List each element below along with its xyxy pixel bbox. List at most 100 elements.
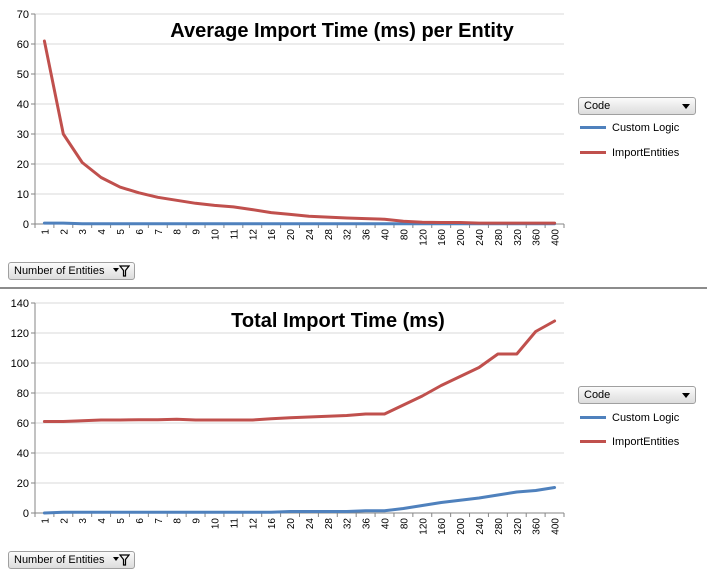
x-tick-label: 280 [494, 518, 505, 535]
legend-item-custom-logic: Custom Logic [580, 121, 679, 135]
legend-label: Custom Logic [612, 122, 680, 134]
y-tick-label: 40 [17, 448, 29, 460]
x-tick-label: 40 [381, 518, 392, 530]
legend-item-import-entities: ImportEntities [580, 435, 679, 449]
y-tick-label: 20 [17, 159, 29, 171]
filter-number-of-entities-button[interactable]: Number of Entities [8, 262, 135, 280]
y-tick-label: 60 [17, 418, 29, 430]
x-tick-label: 120 [418, 229, 429, 246]
filter-label: Number of Entities [14, 265, 105, 277]
x-tick-label: 32 [343, 229, 354, 241]
x-tick-label: 240 [475, 518, 486, 535]
x-tick-label: 36 [362, 518, 373, 530]
legend-item-custom-logic: Custom Logic [580, 411, 679, 425]
x-tick-label: 6 [135, 518, 146, 524]
x-tick-label: 8 [173, 518, 184, 524]
x-tick-label: 4 [97, 229, 108, 235]
x-tick-label: 80 [399, 518, 410, 530]
legend-label: ImportEntities [612, 436, 680, 448]
chevron-down-icon [682, 393, 690, 398]
x-tick-label: 280 [494, 229, 505, 246]
legend-swatch-import-entities [580, 439, 606, 443]
legend-label: Custom Logic [612, 412, 680, 424]
chart-title: Average Import Time (ms) per Entity [170, 20, 514, 42]
x-tick-label: 9 [192, 518, 203, 524]
x-tick-label: 240 [475, 229, 486, 246]
x-tick-label: 3 [78, 518, 89, 524]
x-tick-label: 28 [324, 518, 335, 530]
x-tick-label: 12 [248, 229, 259, 241]
y-tick-label: 0 [23, 219, 29, 231]
x-tick-label: 28 [324, 229, 335, 241]
filter-funnel-icon [113, 265, 130, 277]
x-tick-label: 20 [286, 518, 297, 530]
filter-number-of-entities-button[interactable]: Number of Entities [8, 551, 135, 569]
x-tick-label: 1 [40, 229, 51, 235]
legend-swatch-import-entities [580, 150, 606, 154]
x-tick-label: 400 [551, 518, 562, 535]
x-tick-label: 5 [116, 229, 127, 235]
x-tick-label: 2 [59, 518, 70, 524]
y-tick-label: 0 [23, 508, 29, 520]
x-tick-label: 320 [513, 229, 524, 246]
x-tick-label: 120 [418, 518, 429, 535]
x-tick-label: 200 [456, 229, 467, 246]
x-tick-label: 6 [135, 229, 146, 235]
x-tick-label: 7 [154, 518, 165, 524]
chart-panel-total: 0 20 40 60 80 100 120 140 1 2 3 4 5 6 7 8 9 10 11 12 16 20 24 2… [0, 289, 707, 578]
x-tick-label: 3 [78, 229, 89, 235]
y-tick-label: 20 [17, 478, 29, 490]
y-tick-label: 50 [17, 69, 29, 81]
y-tick-label: 60 [17, 39, 29, 51]
chart-panel-average: 0 10 20 30 40 50 60 70 1 2 3 4 5 6 7 8 9 10 11 12 16 20 24 28 32… [0, 0, 707, 288]
x-tick-label: 360 [532, 518, 543, 535]
x-tick-label: 9 [192, 229, 203, 235]
legend-swatch-custom-logic [580, 415, 606, 419]
legend-swatch-custom-logic [580, 125, 606, 129]
y-tick-label: 100 [11, 358, 29, 370]
x-tick-label: 360 [532, 229, 543, 246]
x-tick-label: 200 [456, 518, 467, 535]
x-tick-label: 5 [116, 518, 127, 524]
panel-divider [0, 287, 707, 289]
x-tick-label: 24 [305, 518, 316, 530]
legend-field-label: Code [584, 100, 611, 112]
x-tick-label: 8 [173, 229, 184, 235]
y-tick-label: 40 [17, 99, 29, 111]
legend-code-dropdown[interactable]: Code [578, 386, 696, 404]
x-tick-label: 16 [267, 518, 278, 530]
x-tick-label: 160 [437, 229, 448, 246]
y-tick-label: 80 [17, 388, 29, 400]
x-tick-label: 10 [210, 229, 221, 241]
y-tick-label: 140 [11, 298, 29, 310]
x-tick-label: 16 [267, 229, 278, 241]
series-line-importentities [42, 319, 557, 423]
x-tick-label: 4 [97, 518, 108, 524]
x-tick-label: 1 [40, 518, 51, 524]
y-tick-label: 120 [11, 328, 29, 340]
x-tick-label: 7 [154, 229, 165, 235]
x-tick-label: 80 [399, 229, 410, 241]
x-tick-label: 2 [59, 229, 70, 235]
x-tick-label: 20 [286, 229, 297, 241]
filter-funnel-icon [113, 554, 130, 566]
x-tick-label: 24 [305, 229, 316, 241]
x-tick-label: 36 [362, 229, 373, 241]
legend-code-dropdown[interactable]: Code [578, 97, 696, 115]
filter-label: Number of Entities [14, 554, 105, 566]
series-line-custom-logic [42, 486, 557, 515]
y-tick-label: 10 [17, 189, 29, 201]
x-tick-label: 320 [513, 518, 524, 535]
legend-label: ImportEntities [612, 147, 680, 159]
x-tick-label: 40 [381, 229, 392, 241]
series-line-importentities [42, 39, 557, 225]
y-tick-label: 30 [17, 129, 29, 141]
chart-title: Total Import Time (ms) [231, 310, 445, 332]
x-tick-label: 11 [229, 518, 240, 529]
x-tick-label: 10 [210, 518, 221, 530]
chevron-down-icon [682, 104, 690, 109]
x-tick-label: 160 [437, 518, 448, 535]
legend-item-import-entities: ImportEntities [580, 146, 679, 160]
